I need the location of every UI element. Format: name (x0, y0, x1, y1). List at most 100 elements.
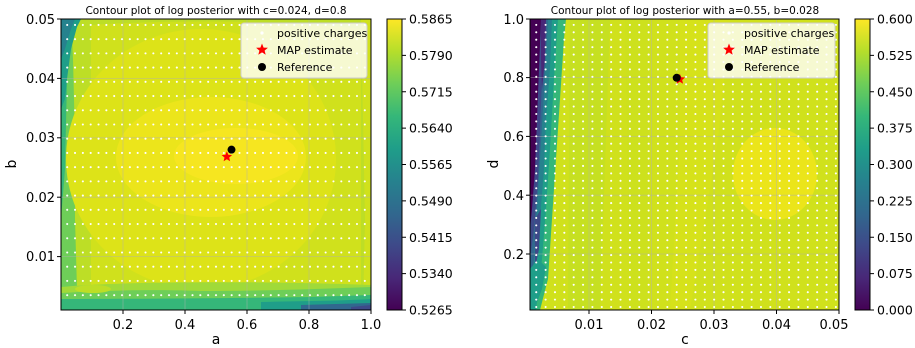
positive-charge-dot (610, 83, 613, 86)
positive-charge-dot (277, 265, 280, 268)
positive-charge-dot (797, 135, 800, 138)
positive-charge-dot (797, 83, 800, 86)
positive-charge-dot (638, 187, 641, 190)
positive-charge-dot (277, 123, 280, 126)
positive-charge-dot (825, 239, 828, 242)
positive-charge-dot (238, 294, 241, 297)
positive-charge-dot (207, 123, 210, 126)
positive-charge-dot (144, 279, 147, 282)
positive-charge-dot (293, 265, 296, 268)
positive-charge-dot (666, 209, 669, 212)
right-markers (672, 73, 686, 84)
positive-charge-dot (246, 194, 249, 197)
positive-charge-dot (277, 80, 280, 83)
positive-charge-dot (722, 261, 725, 264)
map-estimate-marker (221, 151, 233, 162)
positive-charge-dot (160, 208, 163, 211)
positive-charge-dot (544, 298, 547, 301)
positive-charge-dot (254, 251, 257, 254)
positive-charge-dot (222, 208, 225, 211)
positive-charge-dot (572, 31, 575, 34)
left-colorbar-ticks: 0.52650.53400.54150.54900.55650.56400.57… (402, 12, 453, 318)
positive-charge-dot (750, 164, 753, 168)
positive-charge-dot (591, 120, 594, 123)
positive-charge-dot (105, 222, 108, 226)
positive-charge-dot (600, 276, 603, 279)
positive-charge-dot (544, 306, 547, 309)
positive-charge-dot (750, 276, 753, 279)
positive-charge-dot (269, 109, 272, 112)
positive-charge-dot (207, 80, 210, 83)
positive-charge-dot (647, 179, 650, 182)
positive-charge-dot (553, 38, 557, 41)
positive-charge-dot (128, 237, 131, 240)
positive-charge-dot (81, 38, 84, 41)
positive-charge-dot (685, 164, 688, 168)
positive-charge-dot (703, 23, 706, 26)
positive-charge-dot (666, 150, 669, 153)
positive-charge-dot (647, 75, 650, 78)
positive-charge-dot (647, 127, 650, 130)
positive-charge-dot (685, 268, 688, 271)
positive-charge-dot (572, 83, 575, 86)
positive-charge-dot (553, 224, 557, 227)
positive-charge-dot (694, 216, 697, 219)
positive-charge-dot (759, 209, 763, 212)
positive-charge-dot (572, 298, 575, 301)
positive-charge-dot (277, 95, 280, 98)
positive-charge-dot (675, 231, 678, 234)
positive-charge-dot (788, 216, 791, 219)
positive-charge-dot (285, 166, 288, 169)
positive-charge-dot (535, 75, 538, 78)
positive-charge-dot (666, 246, 669, 249)
positive-charge-dot (685, 90, 688, 93)
positive-charge-dot (816, 187, 819, 190)
positive-charge-dot (105, 279, 108, 282)
positive-charge-dot (293, 166, 296, 169)
positive-charge-dot (363, 294, 366, 297)
positive-charge-dot (191, 151, 194, 154)
positive-charge-dot (355, 123, 359, 126)
positive-charge-dot (600, 246, 603, 249)
positive-charge-dot (293, 180, 296, 183)
positive-charge-dot (825, 164, 828, 168)
positive-charge-dot (610, 194, 613, 197)
positive-charge-dot (544, 202, 547, 205)
positive-charge-dot (816, 209, 819, 212)
positive-charge-dot (230, 123, 233, 126)
positive-charge-dot (73, 251, 77, 254)
positive-charge-dot (750, 187, 753, 190)
positive-charge-dot (301, 95, 304, 98)
positive-charge-dot (656, 38, 660, 41)
positive-charge-dot (553, 276, 557, 279)
positive-charge-dot (261, 180, 265, 183)
positive-charge-dot (136, 137, 139, 140)
positive-charge-dot (128, 265, 131, 268)
positive-charge-dot (638, 164, 641, 168)
positive-charge-dot (269, 123, 272, 126)
positive-charge-dot (222, 222, 225, 226)
positive-charge-dot (816, 224, 819, 227)
positive-charge-dot (750, 172, 753, 175)
positive-charge-dot (741, 120, 744, 123)
positive-charge-dot (175, 66, 178, 69)
positive-charge-dot (759, 127, 763, 130)
positive-charge-dot (638, 172, 641, 175)
positive-charge-dot (675, 90, 678, 93)
positive-charge-dot (628, 231, 631, 234)
positive-charge-dot (731, 83, 734, 86)
positive-charge-dot (563, 202, 566, 205)
positive-charge-dot (778, 202, 781, 205)
positive-charge-dot (308, 95, 312, 98)
positive-charge-dot (778, 83, 781, 86)
positive-charge-dot (199, 137, 202, 140)
positive-charge-dot (834, 179, 837, 182)
positive-charge-dot (191, 80, 194, 83)
positive-charge-dot (73, 23, 77, 26)
positive-charge-dot (293, 222, 296, 226)
positive-charge-dot (363, 166, 366, 169)
positive-charge-dot (97, 109, 100, 112)
positive-charge-dot (199, 194, 202, 197)
positive-charge-dot (741, 239, 744, 242)
positive-charge-dot (222, 23, 225, 26)
